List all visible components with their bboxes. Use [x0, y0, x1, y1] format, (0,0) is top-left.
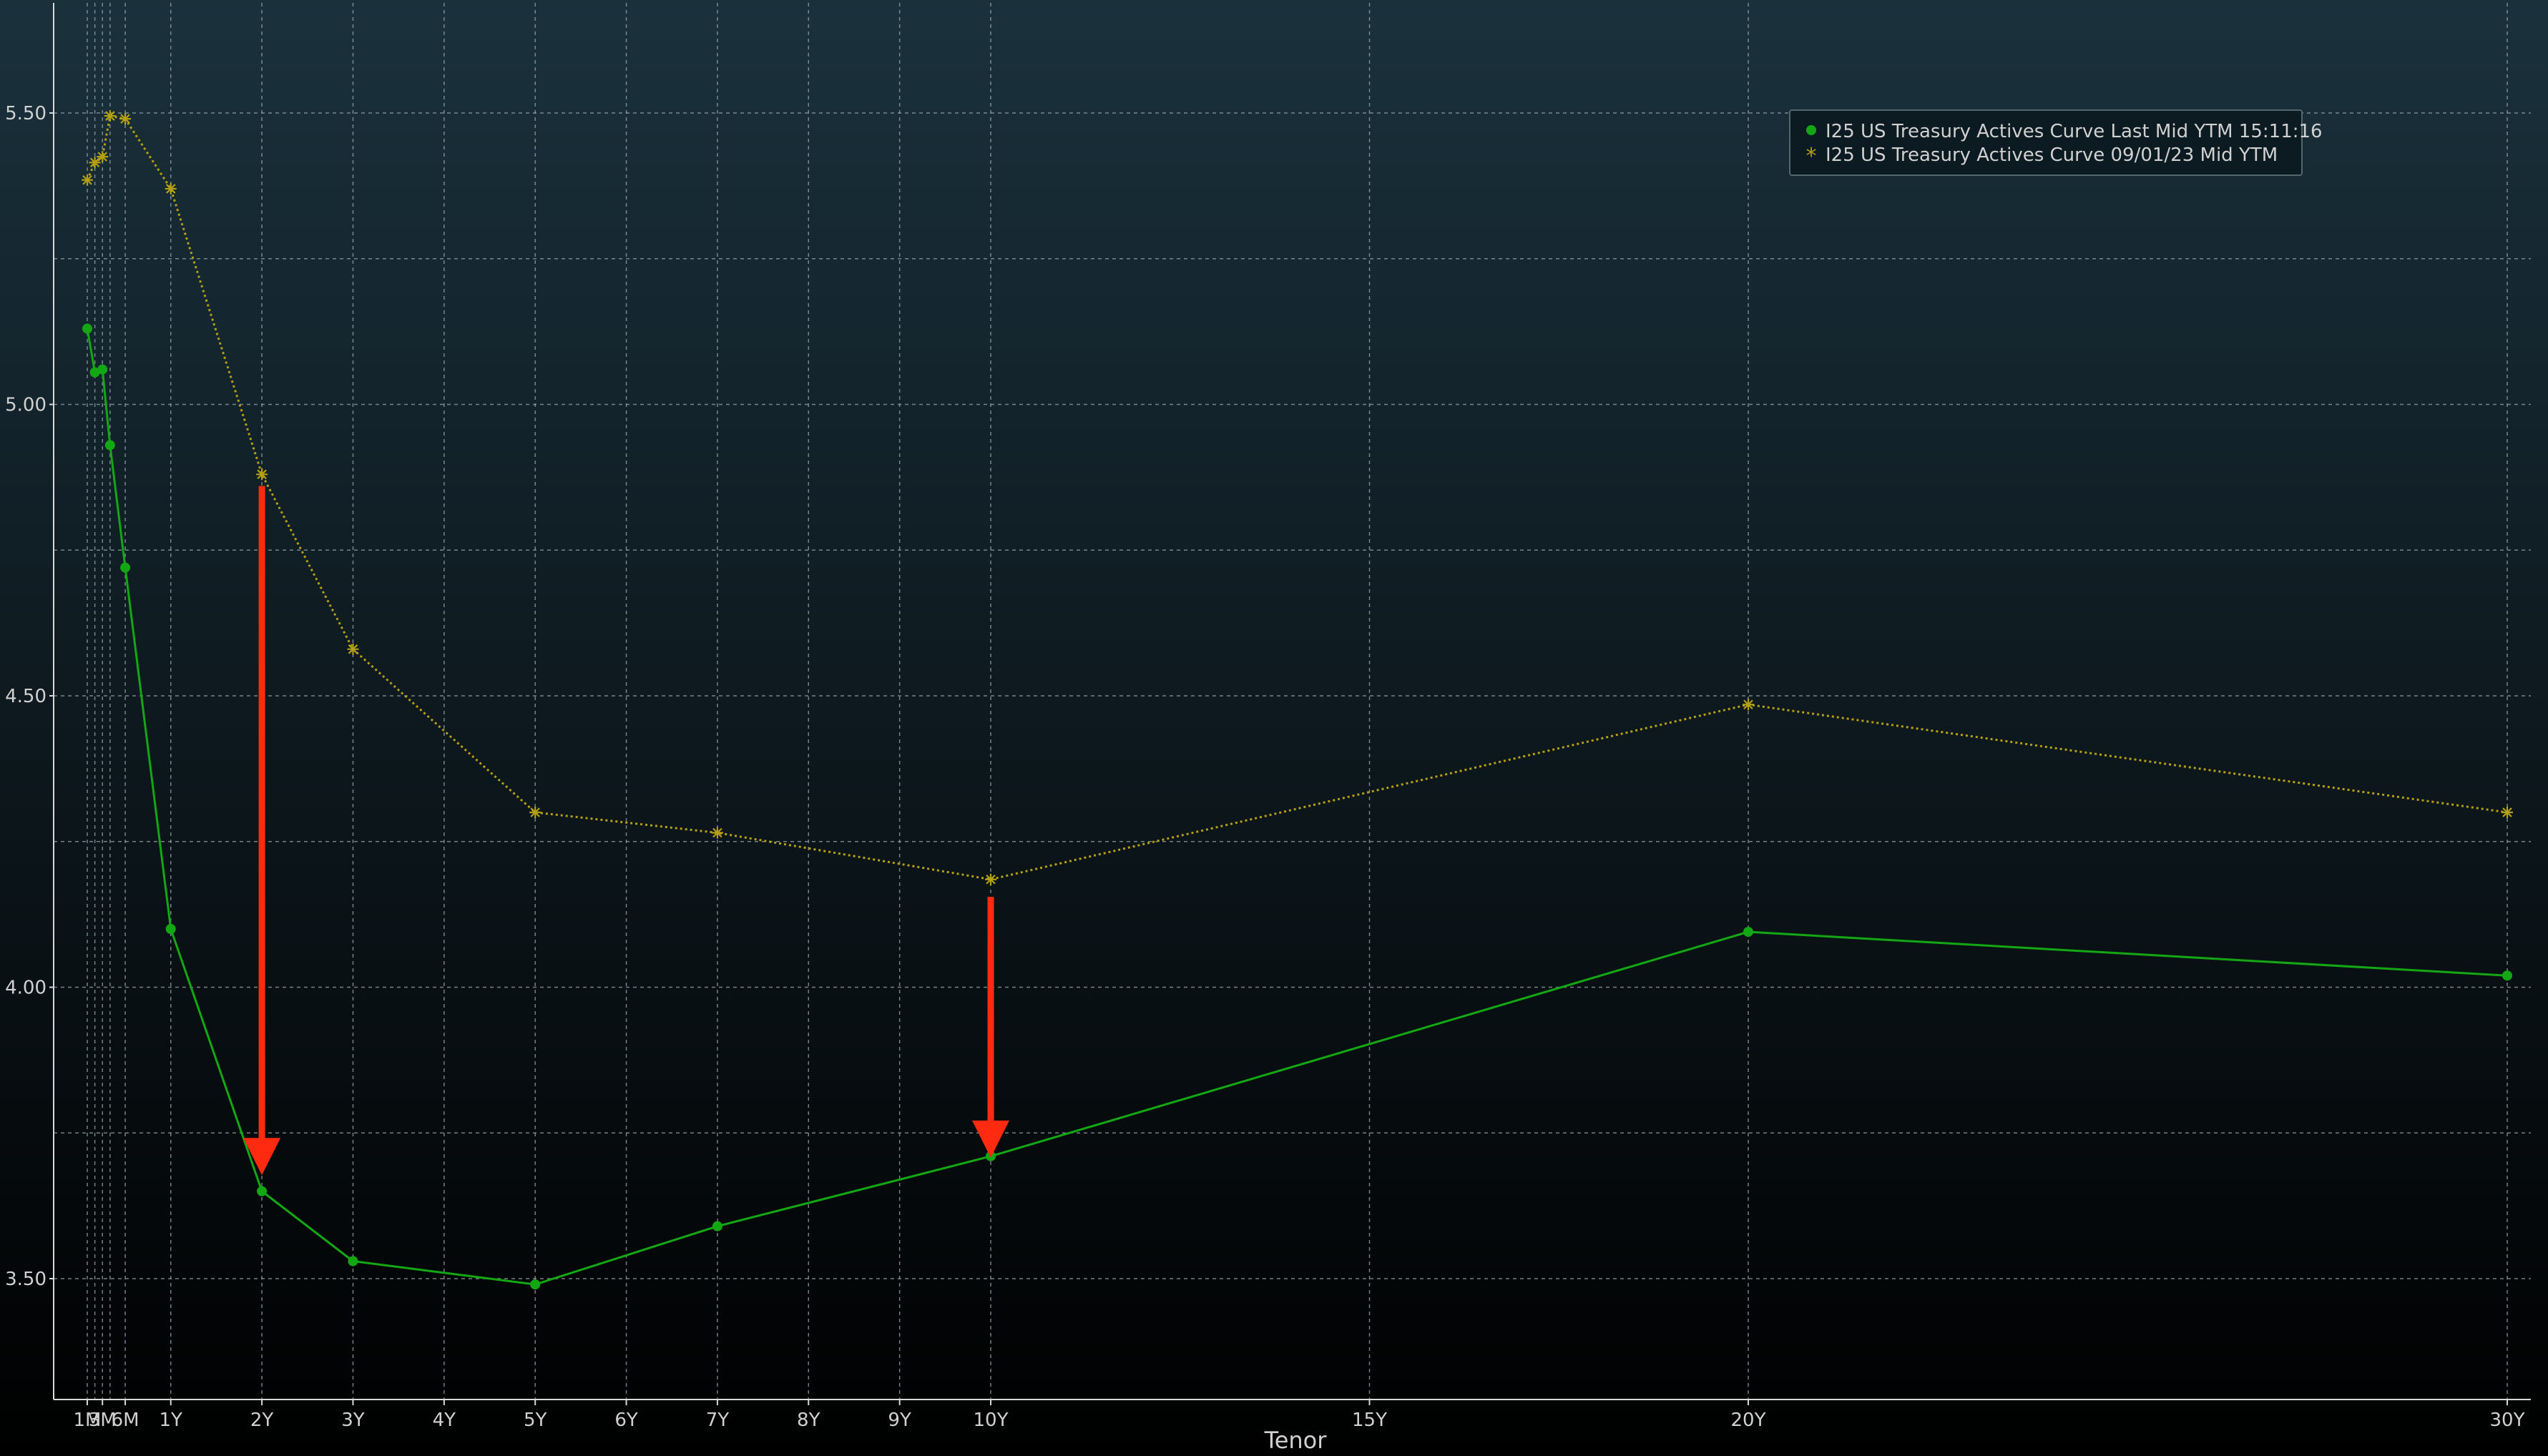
grid-lines: [54, 3, 2531, 1400]
data-point: [530, 1279, 541, 1290]
data-point: [165, 182, 177, 195]
legend: I25 US Treasury Actives Curve Last Mid Y…: [1789, 109, 2323, 176]
data-point: [89, 367, 100, 378]
data-point: [89, 157, 101, 169]
x-tick-label: 10Y: [974, 1410, 1009, 1431]
x-axis-label: Tenor: [1264, 1427, 1328, 1454]
legend-label-current: I25 US Treasury Actives Curve Last Mid Y…: [1826, 121, 2323, 142]
data-point: [165, 924, 176, 934]
data-point: [711, 827, 723, 839]
x-tick-label: 9Y: [888, 1410, 911, 1431]
data-point: [2502, 970, 2512, 981]
x-tick-label: 15Y: [1352, 1410, 1387, 1431]
x-tick-label: 7Y: [706, 1410, 730, 1431]
data-point: [82, 323, 92, 334]
data-point: [712, 1221, 722, 1231]
data-point: [347, 643, 359, 655]
x-tick-label: 1Y: [160, 1410, 183, 1431]
x-tick-label: 5Y: [524, 1410, 547, 1431]
y-tick-label: 5.00: [5, 395, 46, 416]
y-tick-label: 4.00: [5, 978, 46, 999]
data-point: [82, 174, 93, 186]
data-point: [985, 873, 996, 885]
down-arrow-icon: [243, 486, 281, 1176]
x-tick-label: 3Y: [341, 1410, 365, 1431]
data-point: [119, 113, 132, 125]
x-tick-label: 1M: [74, 1410, 102, 1431]
data-point: [120, 562, 131, 573]
down-arrow-icon: [972, 897, 1009, 1158]
data-point: [104, 110, 116, 122]
data-point: [2502, 807, 2513, 818]
legend-asterisk-icon: *: [1806, 144, 1817, 169]
y-tick-label: 3.50: [5, 1269, 46, 1290]
data-point: [256, 468, 268, 481]
legend-dot-icon: [1806, 125, 1816, 135]
annotation-arrows: [243, 486, 1009, 1176]
data-point: [1743, 927, 1753, 938]
legend-label-previous: I25 US Treasury Actives Curve 09/01/23 M…: [1826, 144, 2278, 166]
x-tick-label: 4Y: [433, 1410, 456, 1431]
data-point: [97, 364, 108, 375]
y-tick-label: 5.50: [5, 103, 46, 124]
data-point: [529, 807, 542, 818]
x-tick-label: 3M: [89, 1410, 117, 1431]
data-point: [1743, 699, 1754, 711]
legend-box: [1789, 109, 2303, 176]
data-point: [257, 1186, 268, 1196]
x-tick-label: 20Y: [1731, 1410, 1766, 1431]
y-tick-label: 4.50: [5, 686, 46, 707]
x-tick-label: 8Y: [797, 1410, 820, 1431]
x-tick-label: 6M: [112, 1410, 139, 1431]
data-point: [97, 151, 109, 163]
x-tick-label: 2Y: [250, 1410, 274, 1431]
data-point: [104, 440, 115, 451]
x-tick-label: 30Y: [2490, 1410, 2525, 1431]
x-tick-label: 6Y: [614, 1410, 638, 1431]
data-point: [348, 1256, 358, 1266]
